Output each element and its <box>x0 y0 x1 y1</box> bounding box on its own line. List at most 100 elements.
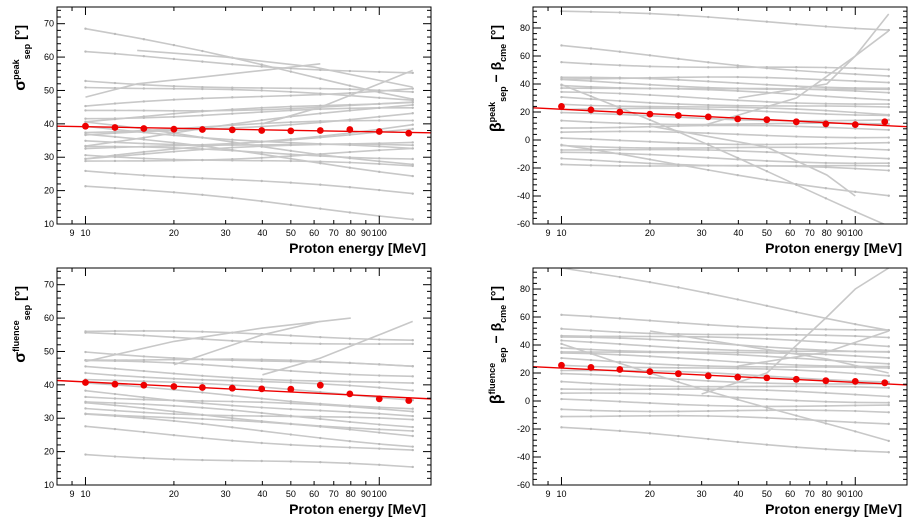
event-point <box>378 381 381 384</box>
event-line <box>85 86 413 101</box>
event-point <box>142 355 146 358</box>
event-point <box>201 193 204 196</box>
event-point <box>260 118 263 122</box>
event-point <box>201 60 204 63</box>
event-point <box>319 335 322 339</box>
event-point <box>854 87 857 91</box>
event-point <box>378 145 381 148</box>
mean-point <box>558 103 565 110</box>
event-point <box>113 397 117 400</box>
mean-point <box>616 108 624 116</box>
event-point <box>348 337 352 340</box>
event-point <box>289 157 293 160</box>
event-point <box>289 107 293 110</box>
event-line <box>85 170 413 195</box>
event-point <box>589 158 593 162</box>
event-point <box>84 147 87 150</box>
mean-point <box>704 113 712 121</box>
mean-point <box>258 127 266 134</box>
x-axis-label: Proton energy [MeV] <box>289 501 426 517</box>
event-point <box>201 391 204 394</box>
event-point <box>854 334 857 338</box>
event-point <box>618 164 622 168</box>
event-point <box>765 337 769 341</box>
event-line <box>561 61 889 71</box>
event-line <box>85 413 413 448</box>
event-line <box>561 388 889 398</box>
event-point <box>589 348 593 351</box>
event-point <box>172 458 176 461</box>
event-point <box>648 335 652 338</box>
event-point <box>231 358 234 361</box>
event-point <box>589 130 593 133</box>
event-point <box>560 342 563 346</box>
event-point <box>319 162 322 165</box>
event-point <box>560 313 563 317</box>
event-point <box>795 418 798 421</box>
event-line <box>85 330 413 341</box>
event-point <box>348 415 352 419</box>
event-point <box>411 123 414 126</box>
y-tick-label: 10 <box>44 480 54 490</box>
event-line <box>85 50 413 74</box>
event-point <box>648 355 652 358</box>
event-point <box>648 83 652 86</box>
event-point <box>260 95 263 98</box>
y-label-part: cme <box>498 305 508 323</box>
x-tick-label: 80 <box>822 228 832 238</box>
event-point <box>618 11 622 14</box>
event-point <box>854 111 857 114</box>
event-point <box>560 83 563 86</box>
event-point <box>260 420 263 424</box>
event-point <box>677 124 680 128</box>
y-label-part: sep <box>498 347 508 363</box>
event-point <box>677 78 680 81</box>
event-point <box>142 100 146 103</box>
event-point <box>618 335 622 338</box>
fit-line <box>533 366 907 386</box>
event-point <box>795 347 798 351</box>
event-point <box>677 346 680 350</box>
event-point <box>648 410 652 413</box>
y-tick-label: 50 <box>44 85 54 95</box>
event-point <box>824 71 828 74</box>
event-point <box>854 401 857 404</box>
event-line <box>173 320 321 366</box>
mean-point <box>646 368 654 375</box>
event-point <box>854 72 857 76</box>
mean-point <box>198 384 206 391</box>
plot-frame <box>532 267 908 486</box>
y-tick-label: 20 <box>520 368 530 378</box>
event-point <box>289 149 293 153</box>
y-label-part: σ <box>12 80 29 91</box>
event-point <box>411 342 414 346</box>
mean-point <box>82 379 89 386</box>
x-tick-label: 9 <box>546 489 551 499</box>
event-point <box>824 88 828 91</box>
event-point <box>113 332 117 336</box>
event-point <box>113 131 117 135</box>
event-point <box>854 372 857 375</box>
event-point <box>795 125 798 128</box>
event-point <box>618 388 622 391</box>
event-point <box>260 110 263 114</box>
event-point <box>824 78 828 81</box>
mean-point <box>822 120 830 128</box>
y-tick-label: 70 <box>44 280 54 290</box>
event-point <box>560 339 563 342</box>
event-point <box>289 402 293 405</box>
event-point <box>648 130 652 133</box>
event-point <box>736 66 739 69</box>
event-point <box>648 388 652 391</box>
event-point <box>795 183 798 186</box>
event-point <box>348 440 352 443</box>
mean-point <box>111 124 119 131</box>
event-point <box>648 376 652 379</box>
event-point <box>707 103 710 107</box>
event-point <box>113 404 117 407</box>
event-point <box>348 410 352 414</box>
event-point <box>348 405 352 408</box>
event-line <box>85 401 413 432</box>
y-tick-label: 40 <box>520 340 530 350</box>
mean-point <box>587 106 595 114</box>
